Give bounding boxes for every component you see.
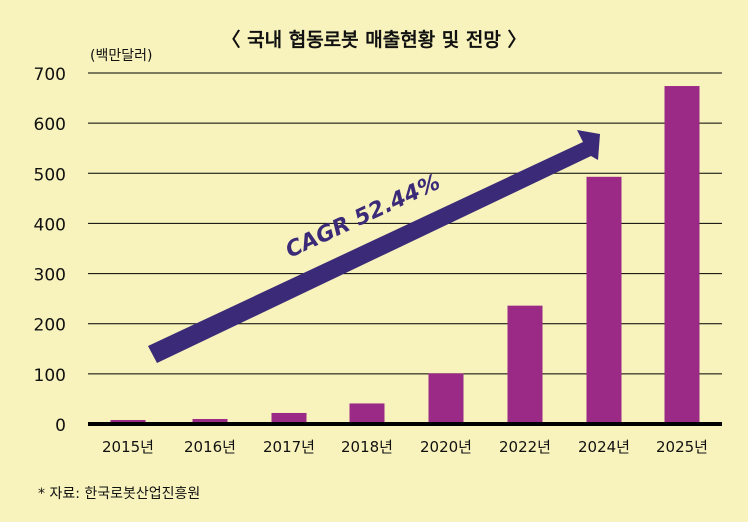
bar <box>110 419 146 424</box>
y-axis-label: (백만달러) <box>90 48 152 64</box>
chart-title: 〈 국내 협동로봇 매출현황 및 전망 〉 <box>222 28 527 51</box>
x-tick-label: 2015년 <box>102 438 154 456</box>
y-tick-label: 100 <box>34 366 66 386</box>
y-tick-label: 300 <box>34 266 66 286</box>
y-tick-label: 400 <box>34 215 66 235</box>
x-tick-label: 2018년 <box>341 438 393 456</box>
bar <box>349 403 385 424</box>
bar <box>507 305 543 424</box>
y-tick-label: 500 <box>34 165 66 185</box>
source-note: * 자료: 한국로봇산업진흥원 <box>38 486 200 502</box>
x-tick-label: 2022년 <box>499 438 551 456</box>
x-tick-label: 2017년 <box>263 438 315 456</box>
y-tick-label: 700 <box>34 65 66 85</box>
bar <box>586 176 622 424</box>
bar <box>271 412 307 424</box>
x-tick-label: 2024년 <box>578 438 630 456</box>
bar <box>664 86 700 424</box>
y-tick-label: 600 <box>34 115 66 135</box>
bar <box>192 418 228 424</box>
arrow-shape <box>148 130 600 363</box>
bar <box>428 373 464 424</box>
x-tick-label: 2016년 <box>184 438 236 456</box>
y-tick-label: 0 <box>55 416 66 436</box>
x-tick-label: 2025년 <box>656 438 708 456</box>
y-tick-label: 200 <box>34 316 66 336</box>
x-tick-label: 2020년 <box>420 438 472 456</box>
